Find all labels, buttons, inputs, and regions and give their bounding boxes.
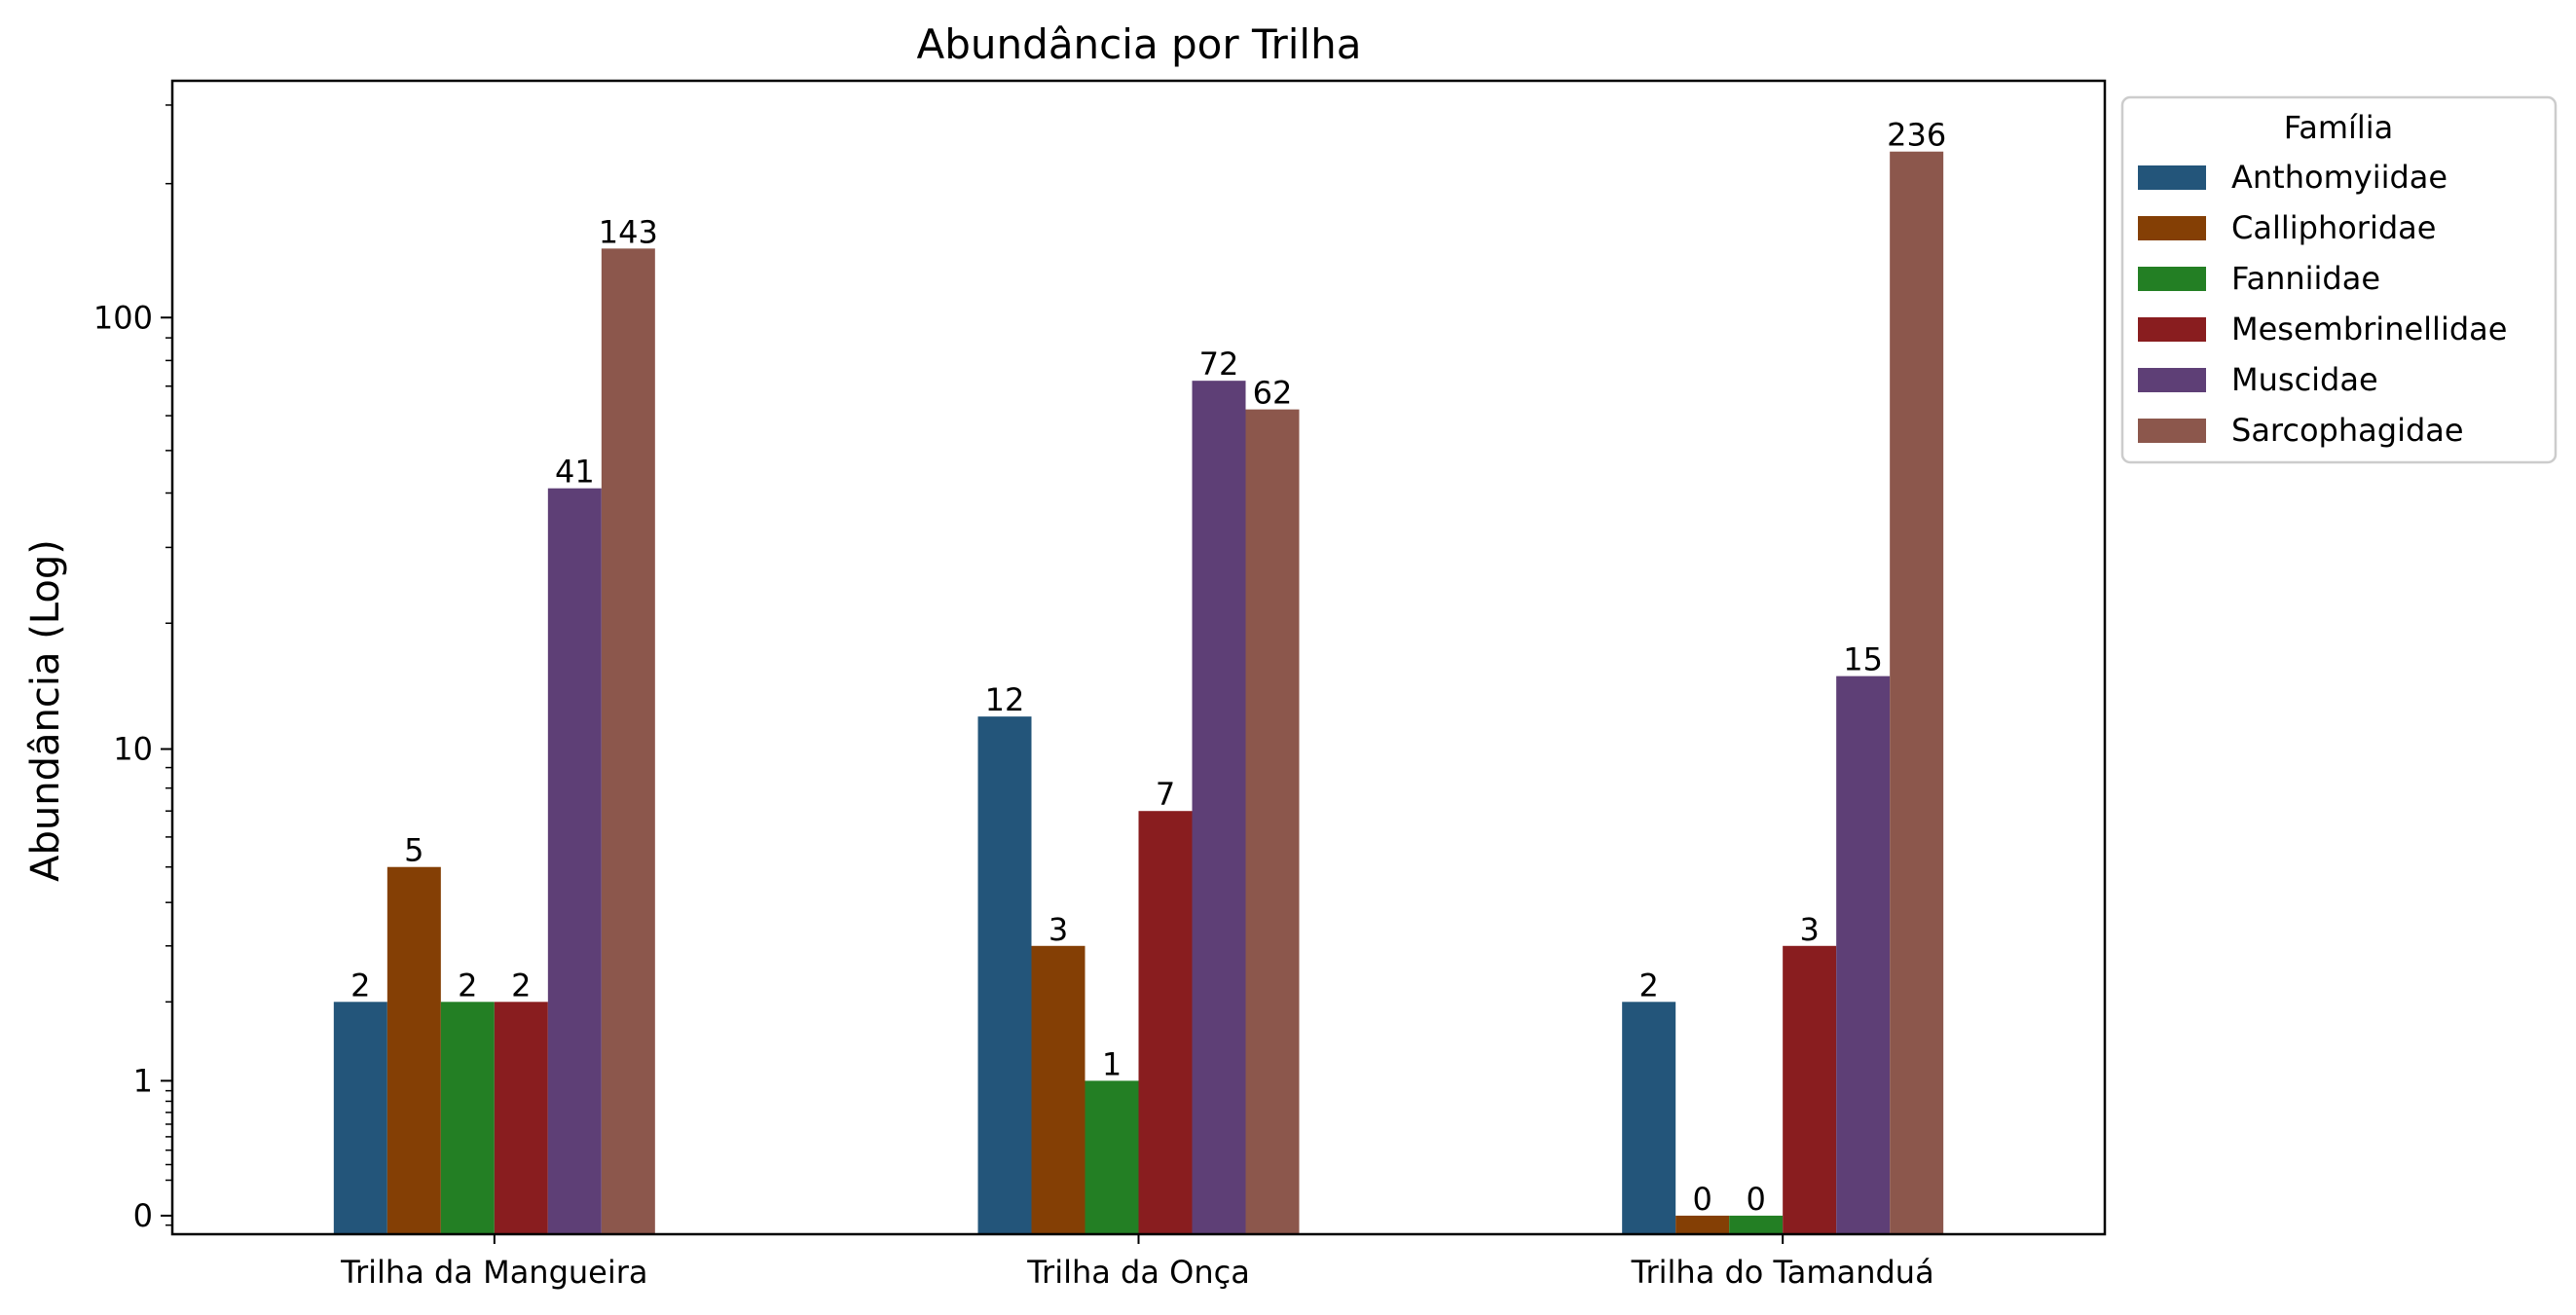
- legend-label-mesembrinellidae: Mesembrinellidae: [2231, 310, 2507, 347]
- legend-label-fanniidae: Fanniidae: [2231, 260, 2380, 297]
- data-label: 0: [1746, 1181, 1765, 1218]
- legend-title: Família: [2284, 109, 2394, 146]
- legend-swatch-anthomyiidae: [2138, 165, 2206, 190]
- bar-muscidae-1: [547, 488, 602, 1234]
- data-label: 7: [1156, 776, 1175, 813]
- y-axis-label: Abundância (Log): [23, 539, 68, 882]
- legend-swatch-mesembrinellidae: [2138, 317, 2206, 342]
- data-label: 2: [458, 967, 477, 1004]
- legend-swatch-fanniidae: [2138, 267, 2206, 291]
- legend-label-muscidae: Muscidae: [2231, 361, 2378, 398]
- x-tick-label: Trilha da Onça: [1026, 1254, 1250, 1291]
- x-tick-label: Trilha da Mangueira: [340, 1254, 647, 1291]
- data-label: 5: [404, 832, 423, 869]
- chart-title: Abundância por Trilha: [917, 20, 1362, 68]
- bar-anthomyiidae-2: [977, 716, 1032, 1234]
- y-tick-label: 0: [133, 1197, 153, 1234]
- bar-sarcophagidae-1: [601, 248, 655, 1235]
- data-label: 143: [599, 213, 658, 250]
- legend-swatch-calliphoridae: [2138, 216, 2206, 240]
- legend-label-sarcophagidae: Sarcophagidae: [2231, 412, 2464, 449]
- data-label: 3: [1799, 911, 1819, 948]
- bar-anthomyiidae-1: [333, 1002, 387, 1234]
- data-label: 2: [350, 967, 370, 1004]
- bars-group: [333, 151, 1944, 1235]
- bar-sarcophagidae-2: [1245, 409, 1300, 1234]
- y-tick-label: 100: [93, 299, 153, 336]
- x-tick-label: Trilha do Tamanduá: [1631, 1254, 1934, 1291]
- legend-items: Anthomyiidae Calliphoridae Fanniidae Mesemb…: [2138, 159, 2507, 449]
- bar-calliphoridae-3: [1675, 1215, 1730, 1234]
- bar-anthomyiidae-3: [1622, 1002, 1676, 1234]
- legend-box: [2120, 95, 2558, 464]
- bar-mesembrinellidae-1: [494, 1002, 548, 1234]
- bar-fanniidae-3: [1729, 1215, 1784, 1234]
- bar-calliphoridae-2: [1031, 945, 1086, 1234]
- bar-fanniidae-2: [1085, 1080, 1139, 1234]
- data-label: 2: [511, 967, 531, 1004]
- data-label: 1: [1102, 1045, 1122, 1082]
- data-label: 62: [1253, 375, 1293, 412]
- y-tick-label: 1: [133, 1062, 153, 1099]
- data-label: 12: [985, 681, 1025, 718]
- legend-swatch-muscidae: [2138, 368, 2206, 392]
- bar-sarcophagidae-3: [1890, 151, 1944, 1234]
- y-tick-label: 10: [113, 731, 153, 768]
- data-label: 72: [1199, 346, 1239, 383]
- legend-label-calliphoridae: Calliphoridae: [2231, 209, 2436, 246]
- legend: Família Anthomyiidae Calliphoridae Fanniid…: [2120, 95, 2558, 464]
- bar-mesembrinellidae-3: [1783, 945, 1837, 1234]
- data-label: 0: [1692, 1181, 1711, 1218]
- bar-mesembrinellidae-2: [1138, 811, 1193, 1234]
- legend-label-anthomyiidae: Anthomyiidae: [2231, 159, 2447, 196]
- bar-calliphoridae-1: [386, 866, 441, 1234]
- y-axis: 0 1 10 100: [93, 104, 172, 1234]
- data-label: 3: [1049, 911, 1068, 948]
- x-axis: Trilha da Mangueira Trilha da Onça Trilha …: [340, 1234, 1934, 1291]
- bar-muscidae-3: [1836, 676, 1891, 1234]
- legend-swatch-sarcophagidae: [2138, 419, 2206, 443]
- bar-muscidae-2: [1192, 381, 1246, 1235]
- data-label: 41: [555, 454, 595, 491]
- data-label: 236: [1887, 117, 1946, 154]
- bar-fanniidae-1: [440, 1002, 495, 1234]
- data-label: 15: [1843, 641, 1883, 678]
- plot-frame: [170, 79, 2107, 1236]
- data-label: 2: [1638, 967, 1658, 1004]
